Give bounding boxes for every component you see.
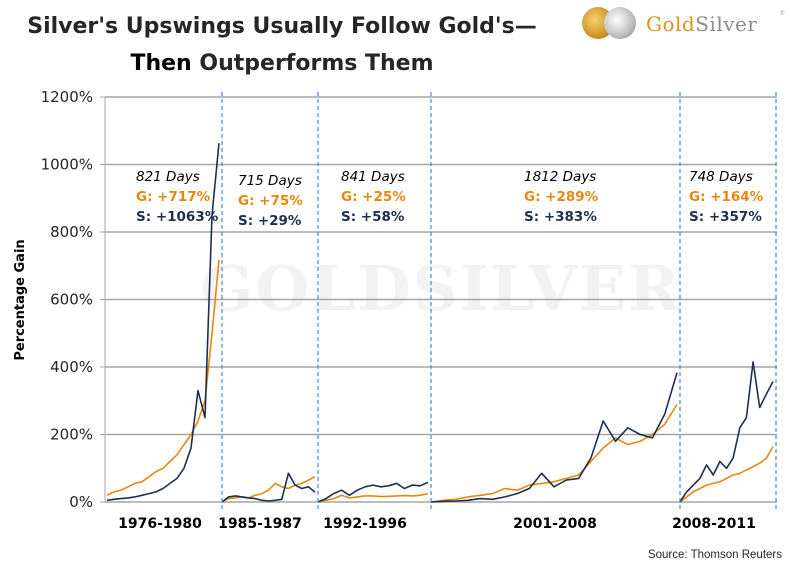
chart-title-line2: Then Outperforms Them	[22, 51, 542, 76]
y-tick-label: 1200%	[41, 88, 93, 106]
silver-gain-label: S: +357%	[689, 209, 762, 225]
silver-series-line	[106, 143, 220, 502]
y-tick-label: 800%	[50, 223, 93, 241]
gold-series-line	[317, 492, 429, 503]
chart-title-emphasis: Then	[130, 51, 192, 76]
gold-gain-label: G: +75%	[238, 193, 303, 209]
gold-series-line	[679, 446, 774, 503]
gold-series-line	[221, 475, 316, 503]
goldsilver-logo: GoldSilver ®	[582, 7, 785, 43]
gold-gain-label: G: +25%	[341, 189, 406, 205]
gold-series-line	[106, 259, 220, 497]
period-days-label: 715 Days	[238, 173, 302, 189]
silver-coin-icon	[604, 7, 636, 39]
logo-wordmark: GoldSilver	[646, 12, 757, 36]
x-category-label: 2001-2008	[513, 516, 597, 532]
silver-series-line	[679, 361, 774, 503]
silver-gain-label: S: +58%	[341, 209, 405, 225]
period-days-label: 821 Days	[136, 169, 200, 185]
gold-series-line	[430, 404, 678, 503]
x-category-label: 1985-1987	[218, 516, 302, 532]
silver-gain-label: S: +383%	[524, 209, 597, 225]
y-tick-label: 0%	[69, 493, 93, 511]
x-category-label: 2008-2011	[672, 516, 756, 532]
logo-word-gold: Gold	[646, 12, 696, 36]
y-tick-label: 1000%	[41, 156, 93, 174]
chart-title-line1: Silver's Upswings Usually Follow Gold's—	[27, 14, 537, 39]
period-days-label: 1812 Days	[524, 169, 596, 185]
y-axis-label: Percentage Gain	[13, 239, 28, 360]
y-tick-label: 200%	[50, 426, 93, 444]
watermark-text: GOLDSILVER	[200, 252, 681, 325]
gold-gain-label: G: +164%	[689, 189, 764, 205]
silver-gain-label: S: +1063%	[136, 209, 219, 225]
silver-series-line	[430, 372, 678, 503]
gold-gain-label: G: +289%	[524, 189, 599, 205]
chart-title-rest: Outperforms Them	[191, 51, 434, 76]
silver-gain-label: S: +29%	[238, 213, 302, 229]
period-days-label: 748 Days	[689, 169, 753, 185]
y-tick-label: 400%	[50, 358, 93, 376]
silver-series-line	[221, 472, 316, 503]
silver-series-line	[317, 481, 429, 503]
logo-word-silver: Silver	[695, 12, 758, 36]
chart-source: Source: Thomson Reuters	[647, 549, 782, 561]
period-days-label: 841 Days	[341, 169, 405, 185]
x-category-label: 1992-1996	[323, 516, 407, 532]
y-tick-label: 600%	[50, 291, 93, 309]
gold-gain-label: G: +717%	[136, 189, 211, 205]
x-category-label: 1976-1980	[118, 516, 202, 532]
logo-trademark: ®	[780, 11, 785, 17]
